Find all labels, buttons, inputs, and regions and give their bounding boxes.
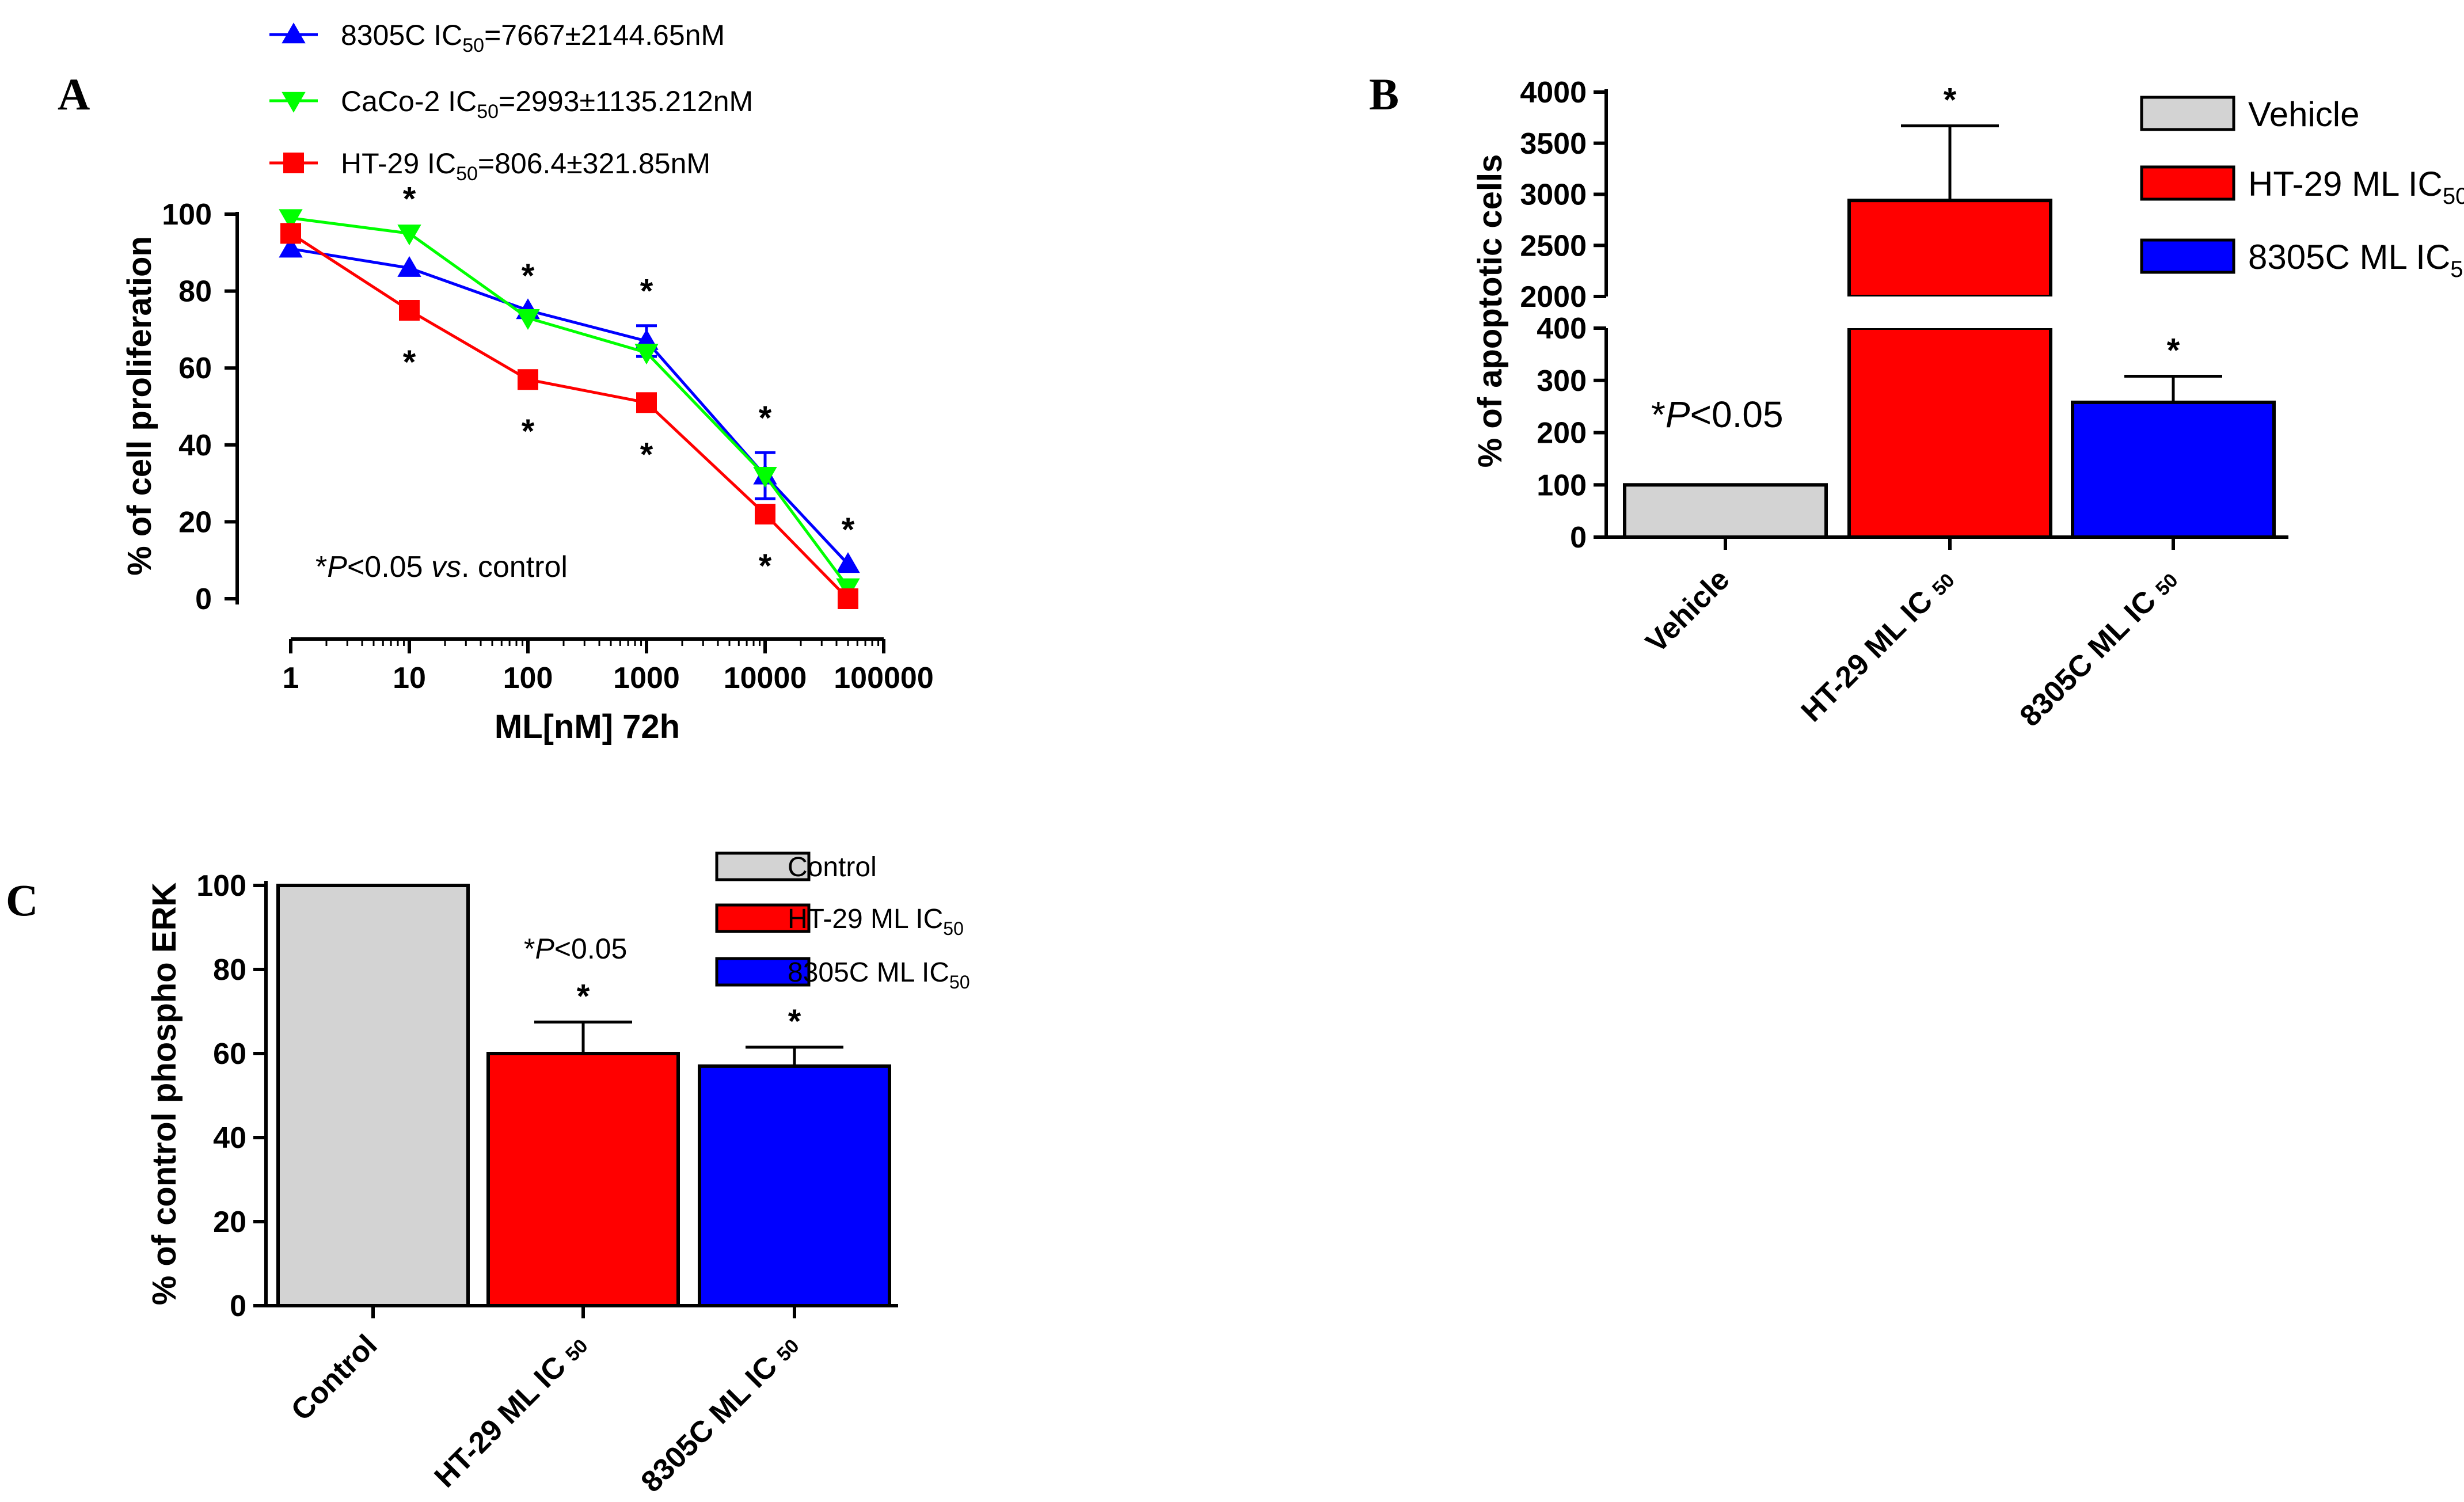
x-tick-label: 1000	[613, 661, 680, 695]
legend-label: HT-29 ML IC50	[788, 904, 964, 939]
significance-star: *	[577, 978, 590, 1015]
significance-star: *	[403, 344, 416, 381]
y-tick-label: 20	[178, 505, 212, 539]
y-axis-label: % of control phospho ERK	[146, 883, 183, 1306]
significance-star: *	[759, 400, 772, 437]
significance-star: *	[522, 413, 535, 450]
data-point	[518, 369, 538, 390]
significance-star: *	[640, 436, 653, 473]
y-axis-label: % of cell proliferation	[121, 236, 158, 576]
y-tick-label: 3500	[1520, 127, 1587, 161]
data-point	[753, 466, 777, 488]
y-tick-label: 80	[213, 953, 246, 987]
panel-label-a: A	[58, 69, 90, 119]
series-line-1	[290, 216, 849, 588]
y-tick-label: 0	[230, 1290, 246, 1323]
y-tick-label: 100	[162, 198, 212, 231]
y-tick-label: 100	[196, 869, 246, 903]
legend-swatch	[715, 903, 811, 933]
significance-star: *	[403, 180, 416, 218]
data-point	[836, 552, 860, 573]
legend-marker	[283, 153, 304, 173]
data-point	[279, 209, 303, 230]
significance-star: *	[522, 257, 535, 295]
y-tick-label: 60	[178, 352, 212, 385]
y-tick-label: 20	[213, 1206, 246, 1239]
y-tick-label: 200	[1537, 417, 1587, 450]
legend-swatch	[715, 957, 811, 987]
data-point	[397, 225, 421, 246]
panel-a: A 0 20 40 60 80 100 1 10 100 1000 10000 100000 ML[nM]…	[58, 19, 934, 746]
y-tick-label: 80	[178, 275, 212, 309]
significance-star: *	[759, 547, 772, 585]
bar-lower	[1847, 326, 2052, 539]
y-tick-label: 0	[1570, 521, 1587, 554]
significance-star: *	[640, 273, 653, 310]
y-axis-label: % of apoptotic cells	[1471, 154, 1509, 468]
data-point	[399, 300, 420, 321]
significance-star: *	[842, 511, 855, 549]
panel-label-b: B	[1369, 69, 1399, 119]
legend-swatch	[2140, 238, 2235, 274]
significance-note: *P<0.05	[1651, 394, 1784, 435]
legend-label: Control	[788, 852, 877, 883]
x-tick-label: 100	[503, 661, 553, 695]
series-line-0	[290, 247, 849, 565]
panel-label-c: C	[6, 875, 38, 925]
x-axis-label: ML[nM] 72h	[495, 708, 680, 746]
legend-label: 8305C ML IC50	[2248, 238, 2464, 282]
legend-swatch	[2140, 96, 2235, 131]
significance-note: *P<0.05	[524, 933, 627, 965]
legend-swatch	[2140, 165, 2235, 201]
significance-note: *P<0.05 vs. control	[315, 550, 568, 584]
series-line-2	[290, 232, 849, 600]
significance-star: *	[1944, 82, 1957, 119]
x-tick-label: 1	[283, 661, 299, 695]
y-tick-label: 2000	[1520, 280, 1587, 314]
legend-marker	[282, 92, 306, 113]
bar-upper	[1847, 199, 2052, 298]
data-point	[279, 237, 303, 258]
significance-star: *	[2167, 332, 2180, 369]
data-point	[280, 223, 301, 244]
bar	[1623, 483, 1828, 539]
legend-marker	[282, 22, 306, 44]
x-tick-label: 10000	[724, 661, 807, 695]
y-tick-label: 3000	[1520, 178, 1587, 212]
legend-label: HT-29 ML IC50	[2248, 165, 2464, 209]
data-point	[755, 504, 775, 525]
bar	[2071, 400, 2276, 539]
y-tick-label: 0	[195, 583, 212, 616]
legend-label: CaCo-2 IC50=2993±1135.212nM	[341, 85, 753, 123]
bar	[276, 884, 470, 1307]
data-point	[634, 344, 659, 365]
legend-label: 8305C ML IC50	[788, 957, 970, 993]
data-point	[397, 256, 421, 277]
y-tick-label: 2500	[1520, 229, 1587, 263]
bar	[698, 1064, 891, 1308]
axis-break	[1847, 296, 2053, 328]
x-tick-label: 100000	[834, 661, 934, 695]
y-tick-label: 60	[213, 1037, 246, 1071]
bar	[486, 1052, 680, 1307]
legend-label: HT-29 IC50=806.4±321.85nM	[341, 147, 710, 185]
y-tick-label: 40	[178, 429, 212, 462]
y-tick-label: 300	[1537, 364, 1587, 398]
x-tick-label: 10	[393, 661, 426, 695]
legend-label: Vehicle	[2248, 95, 2359, 134]
y-tick-label: 400	[1537, 312, 1587, 345]
y-tick-label: 4000	[1520, 76, 1587, 109]
data-point	[636, 392, 657, 413]
significance-star: *	[788, 1003, 801, 1040]
legend-label: 8305C IC50=7667±2144.65nM	[341, 19, 725, 56]
y-tick-label: 40	[213, 1121, 246, 1155]
data-point	[516, 309, 540, 330]
y-tick-label: 100	[1537, 469, 1587, 502]
data-point	[837, 588, 858, 609]
legend-swatch	[715, 851, 811, 881]
